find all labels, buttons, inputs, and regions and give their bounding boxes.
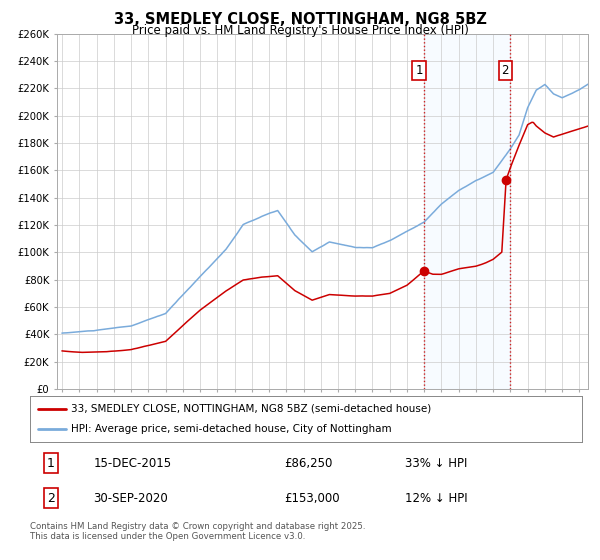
Text: 33% ↓ HPI: 33% ↓ HPI [406, 457, 468, 470]
Text: HPI: Average price, semi-detached house, City of Nottingham: HPI: Average price, semi-detached house,… [71, 424, 392, 435]
Text: Contains HM Land Registry data © Crown copyright and database right 2025.
This d: Contains HM Land Registry data © Crown c… [30, 522, 365, 542]
Text: £86,250: £86,250 [284, 457, 332, 470]
Text: £153,000: £153,000 [284, 492, 340, 505]
Text: 33, SMEDLEY CLOSE, NOTTINGHAM, NG8 5BZ (semi-detached house): 33, SMEDLEY CLOSE, NOTTINGHAM, NG8 5BZ (… [71, 404, 431, 414]
Text: 15-DEC-2015: 15-DEC-2015 [94, 457, 172, 470]
Bar [424, 34, 511, 389]
Text: 33, SMEDLEY CLOSE, NOTTINGHAM, NG8 5BZ: 33, SMEDLEY CLOSE, NOTTINGHAM, NG8 5BZ [113, 12, 487, 27]
Text: 2: 2 [502, 64, 509, 77]
Text: 2: 2 [47, 492, 55, 505]
Text: Price paid vs. HM Land Registry's House Price Index (HPI): Price paid vs. HM Land Registry's House … [131, 24, 469, 36]
Text: 1: 1 [415, 64, 423, 77]
Text: 30-SEP-2020: 30-SEP-2020 [94, 492, 168, 505]
Text: 12% ↓ HPI: 12% ↓ HPI [406, 492, 468, 505]
Text: 1: 1 [47, 457, 55, 470]
